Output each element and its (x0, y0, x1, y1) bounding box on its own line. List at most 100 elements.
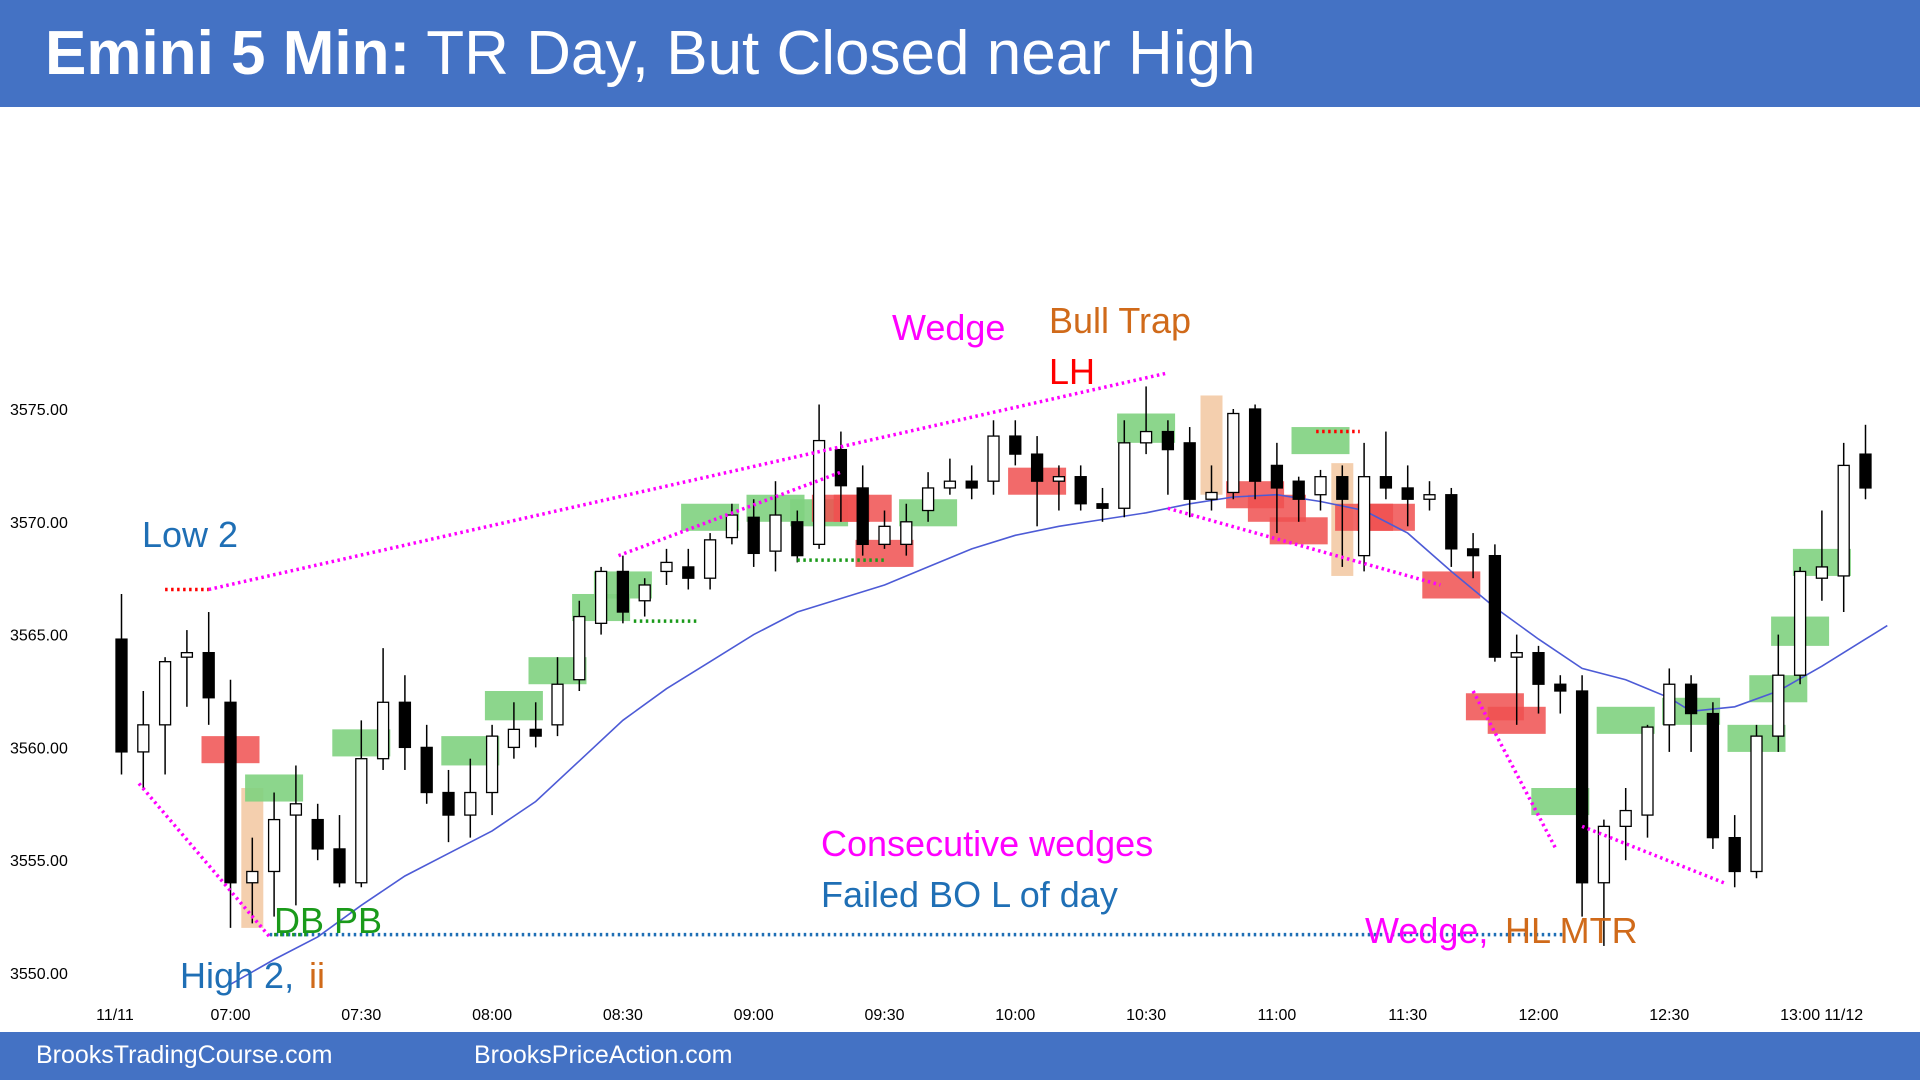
magenta-dotted-line (208, 371, 1169, 592)
bull-candle (1205, 491, 1218, 500)
footer-site-right[interactable]: BrooksPriceAction.com (474, 1041, 733, 1069)
bull-candle (355, 758, 368, 884)
x-tick-label: 11/11 (96, 1007, 134, 1024)
bull-candle (1139, 430, 1153, 444)
bull-candle (1772, 674, 1785, 737)
bear-candle (1532, 651, 1545, 685)
x-tick-label: 08:30 (603, 1007, 643, 1024)
bull-candle (1793, 570, 1807, 676)
bear-candle (1684, 683, 1698, 715)
bear-candle (420, 746, 433, 794)
bear-signal-box (1422, 571, 1481, 599)
bear-candle (682, 566, 695, 579)
bull-candle (1837, 464, 1850, 577)
chart-annotation: High 2, (180, 955, 294, 996)
bear-candle (442, 791, 455, 816)
x-tick-label: 12:00 (1518, 1007, 1558, 1024)
bull-candle (878, 525, 891, 546)
bear-candle (1575, 690, 1589, 884)
bull-candle (594, 570, 608, 624)
bull-candle (289, 803, 303, 816)
bull-candle (987, 435, 1000, 482)
chart-annotation: ii (309, 955, 325, 996)
x-tick-label: 11:30 (1388, 1007, 1427, 1024)
page-title: Emini 5 Min: TR Day, But Closed near Hig… (45, 18, 1256, 89)
bear-candle (1728, 836, 1741, 873)
candlestick-chart: 3575.00 3570.00 3565.00 3560.00 3555.00 3550.… (10, 300, 1888, 1024)
title-rest: TR Day, But Closed near High (410, 19, 1256, 88)
x-tick-label: 10:30 (1126, 1007, 1166, 1024)
bull-candle (246, 870, 259, 884)
bear-candle (529, 728, 542, 737)
bull-candle (1052, 476, 1066, 482)
chart-annotation: DB PB (274, 900, 382, 941)
bear-candle (1161, 430, 1175, 451)
x-tick-label: 09:00 (734, 1007, 774, 1024)
x-tick-label: 09:30 (864, 1007, 904, 1024)
bear-candle (311, 818, 324, 850)
bull-candle (376, 701, 390, 760)
bull-candle (180, 651, 194, 658)
bull-candle (1423, 494, 1436, 500)
bull-candle (703, 539, 717, 579)
bear-candle (202, 651, 215, 699)
bear-candle (1183, 442, 1196, 500)
y-tick-label: 3565.00 (10, 628, 68, 645)
chart-annotation: Wedge (892, 307, 1005, 348)
bear-candle (965, 480, 978, 489)
bull-candle (812, 439, 826, 546)
x-tick-label: 08:00 (472, 1007, 512, 1024)
bull-candle (769, 514, 782, 552)
bull-candle (1750, 735, 1763, 873)
bear-candle (747, 516, 760, 555)
bull-candle (638, 584, 651, 602)
bear-candle (1554, 683, 1567, 692)
bull-candle (507, 728, 521, 749)
bull-signal-box (1291, 427, 1350, 455)
magenta-dotted-line (137, 782, 272, 939)
bull-candle (267, 818, 281, 873)
bull-candle (1357, 476, 1371, 557)
bull-candle (551, 683, 564, 726)
x-tick-label: 07:30 (341, 1007, 381, 1024)
y-tick-label: 3555.00 (10, 853, 68, 870)
magenta-dotted-line (1581, 824, 1725, 885)
y-tick-label: 3560.00 (10, 740, 68, 757)
bear-candle (1466, 548, 1480, 557)
bull-candle (573, 615, 586, 681)
bear-candle (1096, 503, 1109, 509)
bear-candle (1859, 453, 1872, 489)
x-tick-label: 07:00 (210, 1007, 250, 1024)
bear-candle (1706, 712, 1720, 839)
ema-line (230, 493, 1888, 985)
bull-candle (1510, 651, 1523, 658)
bear-candle (398, 701, 412, 749)
bull-candle (1227, 412, 1240, 494)
bear-candle (224, 701, 237, 884)
footer-site-left[interactable]: BrooksTradingCourse.com (36, 1041, 333, 1069)
chart-annotation: LH (1049, 351, 1095, 392)
chart-annotation: Bull Trap (1049, 300, 1191, 341)
chart-annotation: Wedge, (1365, 910, 1488, 951)
x-tick-label: 12:30 (1649, 1007, 1689, 1024)
bear-candle (1248, 408, 1262, 482)
bull-candle (137, 724, 150, 753)
bear-candle (856, 487, 869, 546)
bull-candle (900, 521, 913, 546)
bull-candle (725, 514, 739, 539)
tan-signal-box (1200, 395, 1223, 495)
bull-candle (1663, 683, 1676, 726)
chart-annotation: Consecutive wedges (821, 823, 1153, 864)
y-tick-label: 3570.00 (10, 515, 68, 532)
magenta-dotted-line (1167, 506, 1441, 587)
bear-candle (834, 448, 848, 487)
bull-candle (1597, 825, 1611, 884)
x-tick-label: 11:00 (1257, 1007, 1296, 1024)
bear-candle (1401, 487, 1414, 500)
bull-candle (158, 661, 172, 726)
bull-candle (485, 735, 499, 794)
bear-candle (1445, 494, 1458, 550)
bear-candle (333, 848, 346, 884)
bear-candle (791, 521, 804, 557)
bull-candle (1619, 809, 1632, 828)
